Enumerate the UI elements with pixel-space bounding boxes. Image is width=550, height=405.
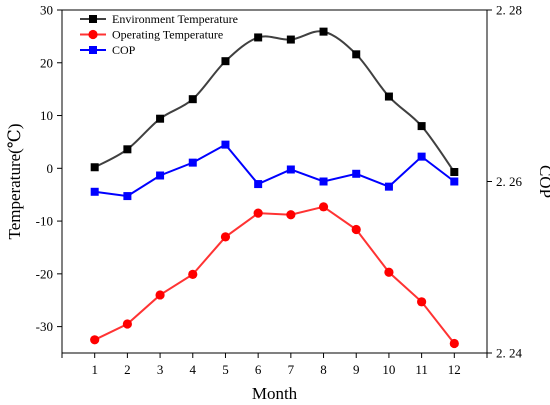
point-operating-temperature [188,269,198,279]
point-operating-temperature [220,232,231,242]
point-cop [221,140,230,149]
point-operating-temperature [286,210,296,220]
x-tick-label: 5 [222,362,229,377]
point-environment-temperature [123,145,132,154]
legend-marker-environment-temperature [89,15,97,23]
point-operating-temperature [318,202,329,212]
point-cop [450,177,459,186]
legend-label-operating-temperature: Operating Temperature [112,28,223,42]
y2-axis-title: COP [536,165,550,198]
point-cop [286,165,295,174]
point-environment-temperature [188,95,197,104]
series-line-cop [94,143,455,198]
y2-tick-label: 2. 24 [496,346,523,361]
series-cop [90,140,459,201]
series-line-environment-temperature [94,30,456,173]
point-operating-temperature [384,267,394,277]
series-environment-temperature [90,27,459,177]
y-tick-label: -10 [36,214,53,229]
y2-tick-label: 2. 26 [496,174,523,189]
point-cop [156,171,165,180]
series-layer [90,27,459,349]
x-tick-label: 6 [255,362,262,377]
point-environment-temperature [450,168,459,177]
point-environment-temperature [90,163,99,172]
x-tick-label: 9 [353,362,360,377]
point-operating-temperature [122,319,132,329]
point-environment-temperature [156,114,165,123]
x-tick-label: 11 [415,362,428,377]
legend-item-environment-temperature: Environment Temperature [80,12,238,26]
point-environment-temperature [384,92,393,101]
legend-marker-operating-temperature [88,29,98,40]
point-operating-temperature [449,338,459,349]
point-cop [417,152,426,161]
legend-label-environment-temperature: Environment Temperature [112,12,238,26]
point-operating-temperature [351,224,361,235]
x-axis-title: Month [252,384,298,403]
point-operating-temperature [253,208,263,218]
legend-marker-cop [89,46,97,54]
x-tick-label: 2 [124,362,131,377]
point-operating-temperature [417,297,427,307]
y-tick-label: 20 [40,55,53,70]
x-tick-label: 8 [320,362,327,377]
y-tick-label: -30 [36,319,53,334]
x-tick-label: 4 [190,362,197,377]
y-tick-label: -20 [36,266,53,281]
legend: Environment Temperature Operating Tempera… [80,12,238,57]
point-operating-temperature [155,290,165,300]
point-cop [352,169,361,178]
y2-tick-label: 2. 28 [496,3,522,18]
x-tick-label: 1 [91,362,98,377]
point-environment-temperature [417,122,426,131]
point-cop [384,182,393,191]
point-environment-temperature [221,57,230,66]
y-tick-label: 30 [40,3,53,18]
x-tick-label: 3 [157,362,164,377]
point-operating-temperature [90,335,100,345]
x-tick-label: 10 [382,362,395,377]
point-cop [188,158,197,167]
point-environment-temperature [254,33,263,42]
y-tick-label: 0 [47,161,54,176]
y-tick-label: 10 [40,108,53,123]
x-tick-label: 7 [288,362,295,377]
point-cop [90,187,99,196]
legend-item-operating-temperature: Operating Temperature [80,28,223,42]
series-line-operating-temperature [94,205,456,345]
legend-label-cop: COP [112,43,136,57]
point-environment-temperature [286,35,295,44]
x-tick-label: 12 [448,362,461,377]
point-environment-temperature [352,50,361,59]
legend-item-cop: COP [80,43,136,57]
point-environment-temperature [319,27,328,36]
y-axis-title: Temperature(℃) [5,124,24,240]
point-cop [123,192,132,201]
point-cop [319,177,328,186]
point-cop [254,180,263,189]
series-operating-temperature [90,202,459,349]
